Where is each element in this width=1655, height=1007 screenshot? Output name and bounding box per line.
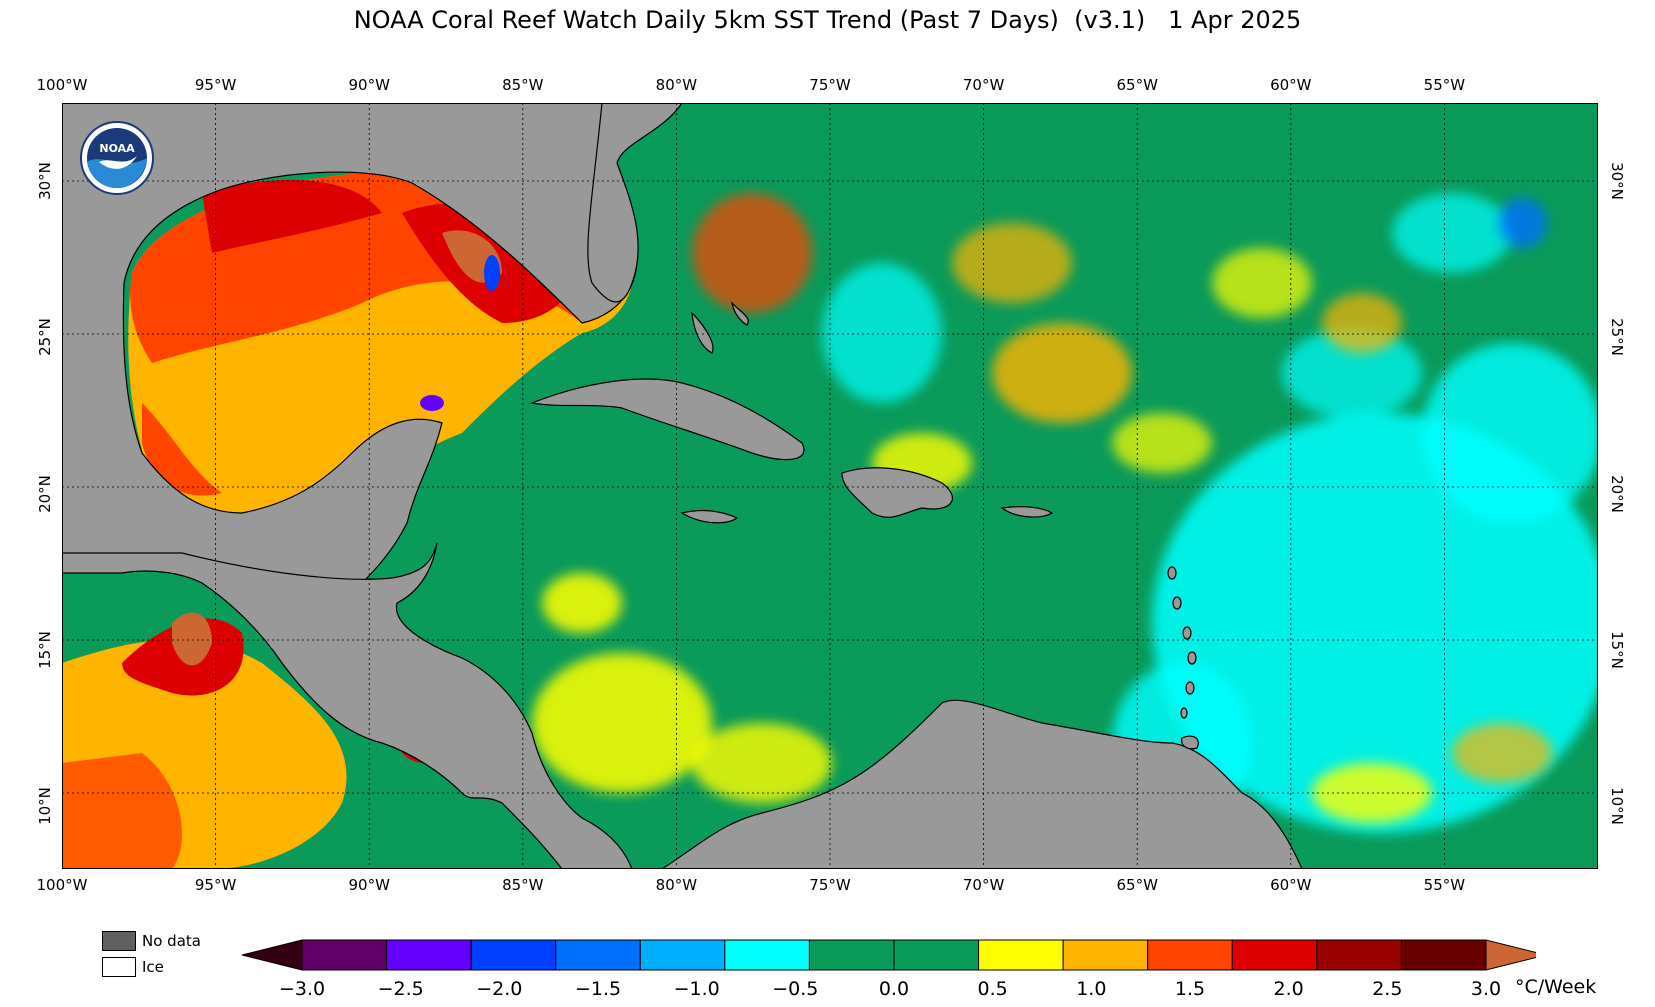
colorbar-tick-label: −1.5 [574,978,622,1000]
colorbar-segment [724,939,810,971]
colorbar-segment [386,939,472,971]
colorbar-segment [470,939,557,971]
ice-swatch [102,957,136,977]
graticule [62,103,1598,869]
lon-label-bottom: 75°W [809,876,851,894]
legend-keys: No data Ice [102,928,201,980]
lat-label-left: 15°N [36,631,54,670]
colorbar-tick-label: 3.0 [1470,978,1502,1000]
lon-label-bottom: 80°W [655,876,698,894]
colorbar-high-cap [1485,939,1536,971]
lon-label-top: 65°W [1116,76,1158,94]
colorbar-tick-label: −2.5 [377,978,424,1000]
lon-label-bottom: 85°W [502,876,544,894]
lat-label-left: 10°N [36,787,54,826]
colorbar-segment [808,939,895,971]
lon-label-top: 100°W [36,76,88,94]
lon-label-top: 95°W [194,76,237,94]
lon-label-bottom: 55°W [1423,876,1466,894]
colorbar-segment [639,939,726,971]
ice-label: Ice [142,958,164,976]
lon-label-top: 70°W [962,76,1005,94]
lon-label-bottom: 90°W [348,876,390,894]
colorbar-tick-label: 2.5 [1372,978,1403,1000]
colorbar-tick-label: 0.0 [878,978,910,1000]
lon-label-top: 60°W [1270,76,1312,94]
no-data-key: No data [102,928,201,954]
colorbar-tick-label: 1.0 [1076,978,1107,1000]
colorbar-tick-label: −2.0 [476,978,523,1000]
colorbar-segment [1147,939,1233,971]
lon-label-bottom: 95°W [194,876,237,894]
units-label: °C/Week [1515,976,1597,998]
colorbar-segment [1400,939,1487,971]
colorbar-segment [1062,939,1149,971]
colorbar-tick-label: −0.5 [772,978,819,1000]
lat-label-left: 30°N [36,162,54,201]
no-data-label: No data [142,932,201,950]
lat-label-right: 30°N [1608,162,1626,201]
color-scale-bar [241,939,1536,971]
colorbar-segment [1231,939,1318,971]
lat-label-left: 25°N [36,318,54,357]
lon-label-bottom: 60°W [1270,876,1312,894]
logo-text: NOAA [99,142,135,155]
no-data-swatch [102,931,136,951]
colorbar-tick-label: 0.5 [977,978,1008,1000]
lon-label-top: 80°W [655,76,698,94]
lon-label-top: 75°W [809,76,851,94]
colorbar-segment [893,939,980,971]
map-title: NOAA Coral Reef Watch Daily 5km SST Tren… [353,6,1302,34]
lat-label-right: 10°N [1608,787,1626,826]
lat-label-left: 20°N [36,474,54,513]
lon-label-top: 85°W [502,76,544,94]
colorbar-tick-label: −3.0 [278,978,326,1000]
lon-label-top: 90°W [348,76,390,94]
lon-label-bottom: 65°W [1116,876,1158,894]
colorbar-segment [978,939,1064,971]
colorbar-tick-label: 2.0 [1273,978,1304,1000]
sst-trend-map: NOAA [62,103,1598,869]
lon-label-bottom: 100°W [36,876,88,894]
lat-label-right: 15°N [1608,631,1626,670]
ice-key: Ice [102,954,201,980]
colorbar-tick-label: −1.0 [673,978,720,1000]
noaa-logo: NOAA [80,121,154,195]
lon-label-top: 55°W [1423,76,1466,94]
colorbar-segment [301,939,388,971]
lon-label-bottom: 70°W [962,876,1005,894]
colorbar-tick-label: 1.5 [1174,978,1206,1000]
lat-label-right: 20°N [1608,474,1626,513]
land-masses [62,103,1303,869]
colorbar-segment [555,939,641,971]
lat-label-right: 25°N [1608,318,1626,357]
warming-zones [532,193,1552,823]
colorbar-low-cap [241,939,303,971]
colorbar-segment [1316,939,1402,971]
